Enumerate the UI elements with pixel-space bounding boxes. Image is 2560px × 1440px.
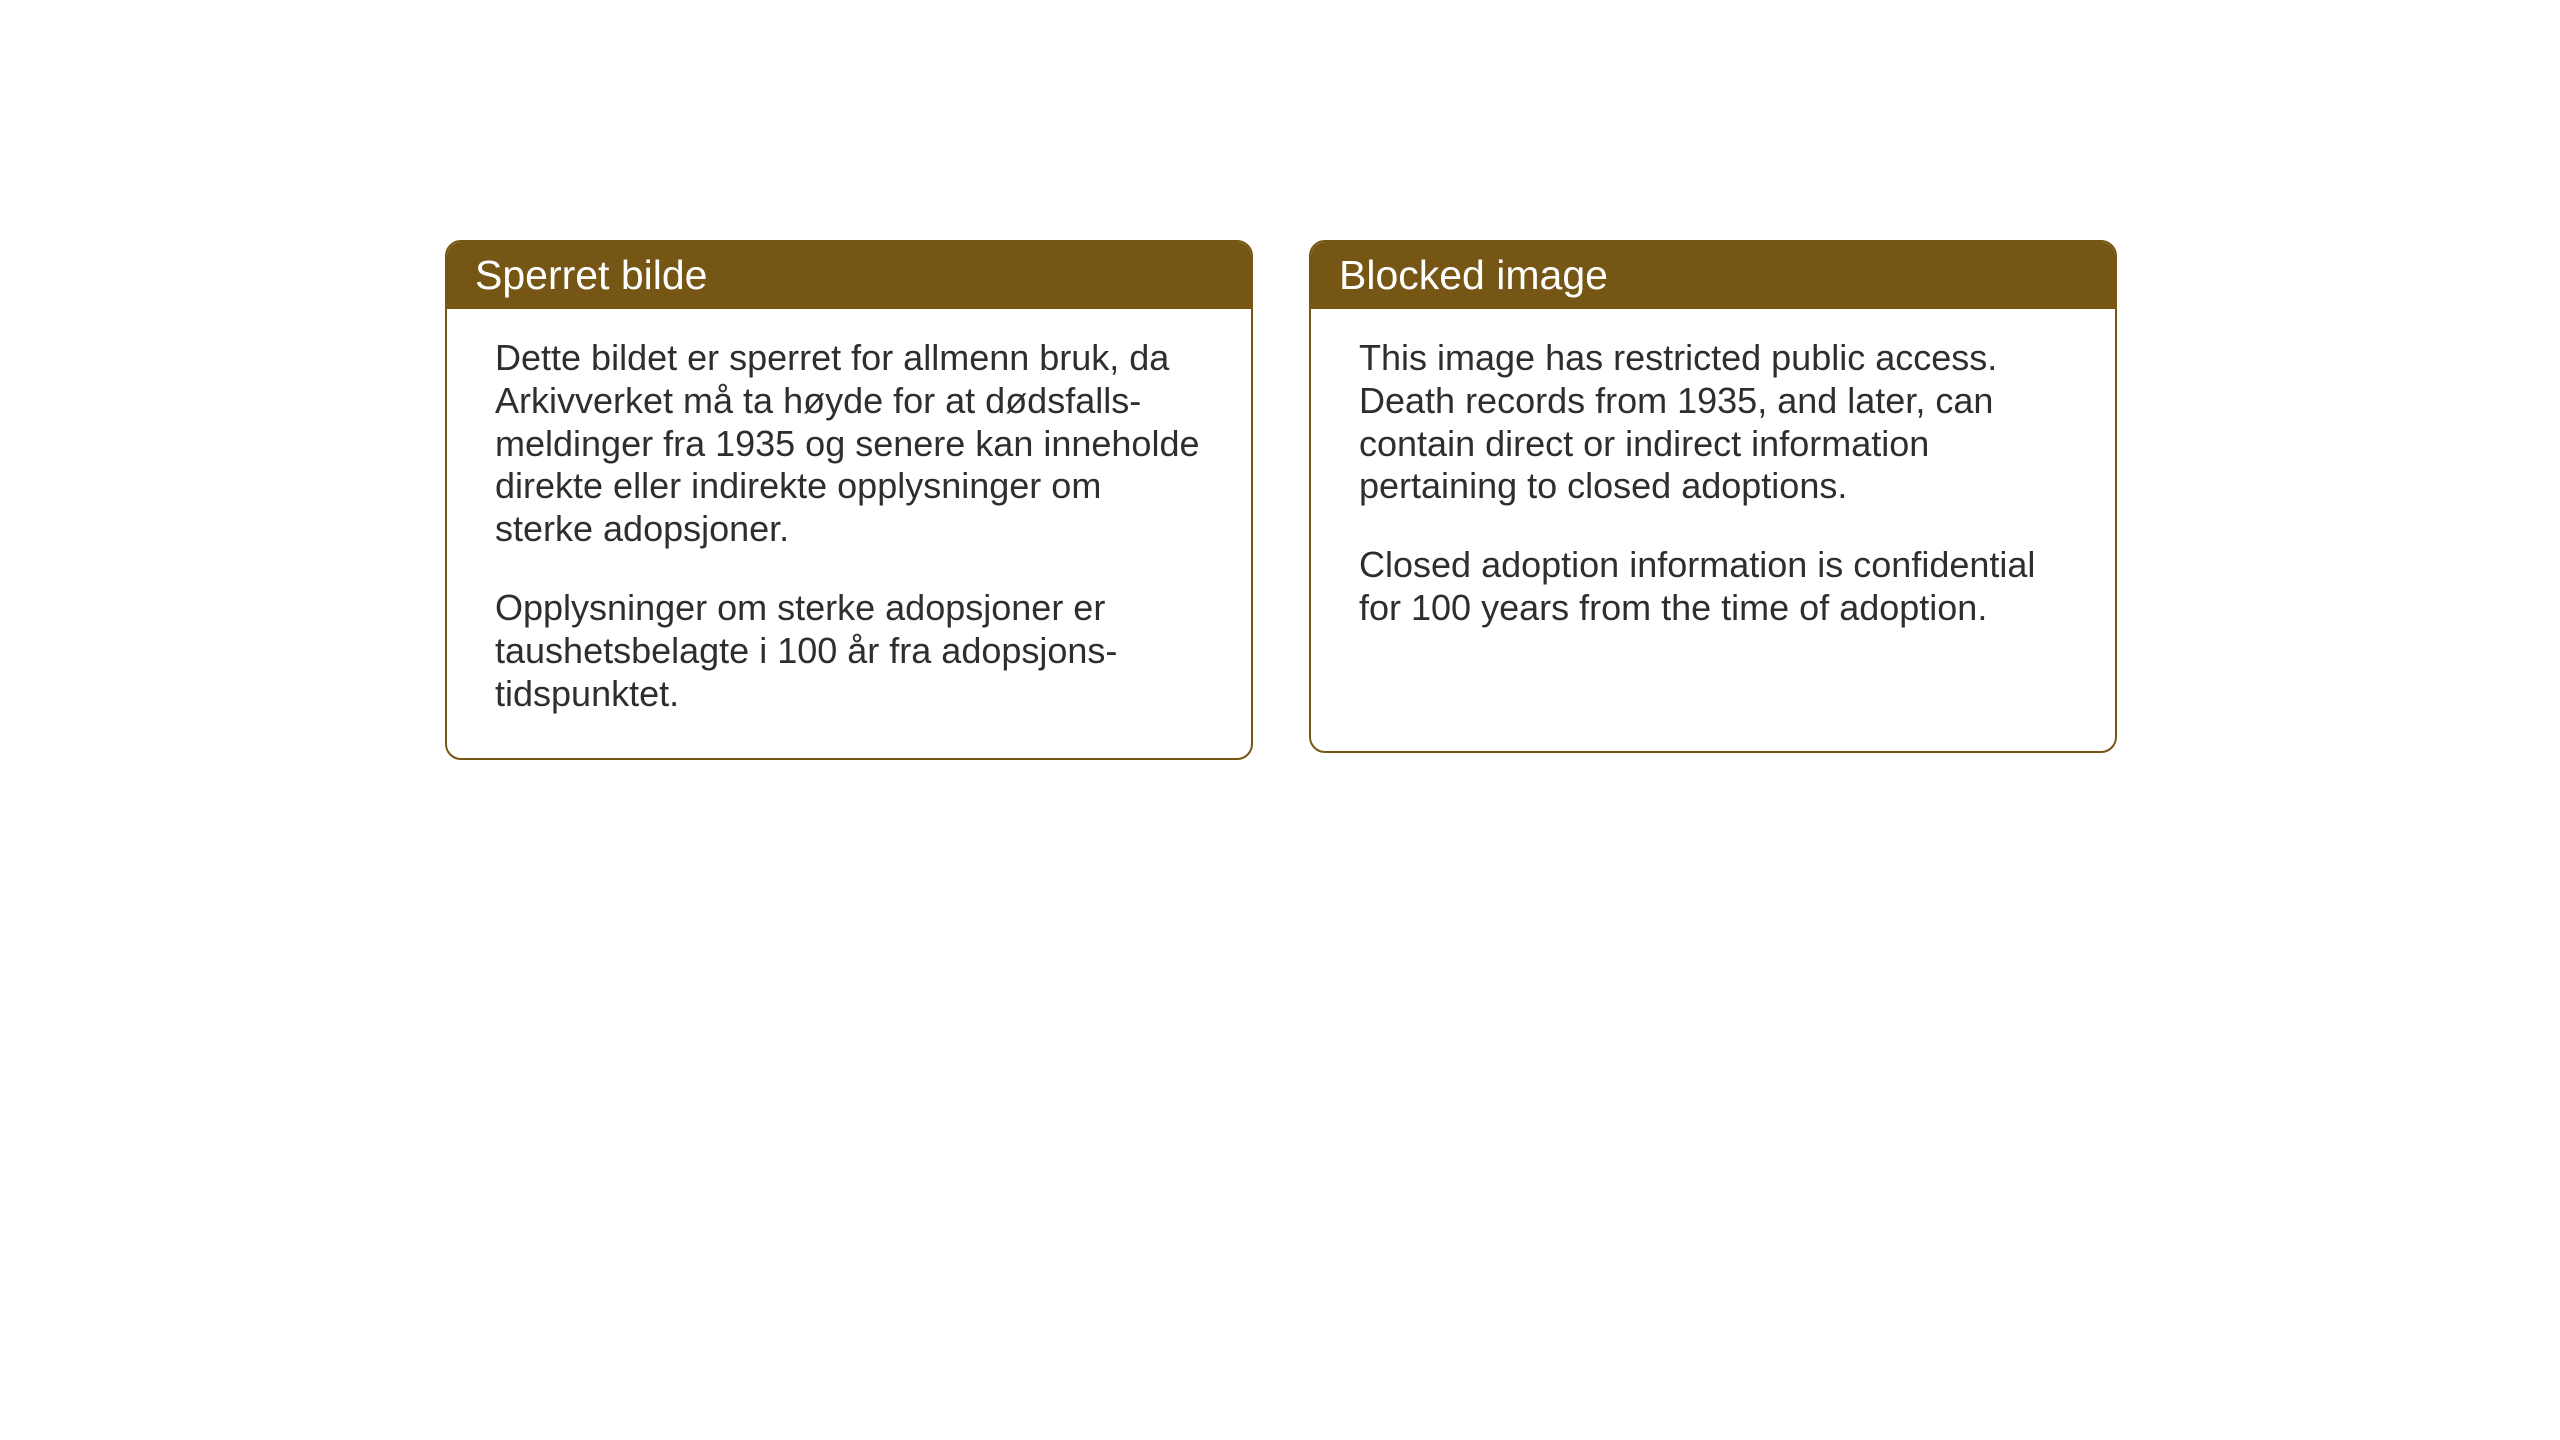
card-container: Sperret bilde Dette bildet er sperret fo… xyxy=(445,240,2117,760)
card-body-english: This image has restricted public access.… xyxy=(1311,309,2115,672)
card-norwegian: Sperret bilde Dette bildet er sperret fo… xyxy=(445,240,1253,760)
paragraph-1-no: Dette bildet er sperret for allmenn bruk… xyxy=(495,337,1203,551)
paragraph-2-en: Closed adoption information is confident… xyxy=(1359,544,2067,630)
card-english: Blocked image This image has restricted … xyxy=(1309,240,2117,753)
card-header-norwegian: Sperret bilde xyxy=(447,242,1251,309)
card-body-norwegian: Dette bildet er sperret for allmenn bruk… xyxy=(447,309,1251,758)
paragraph-1-en: This image has restricted public access.… xyxy=(1359,337,2067,508)
paragraph-2-no: Opplysninger om sterke adopsjoner er tau… xyxy=(495,587,1203,715)
card-header-english: Blocked image xyxy=(1311,242,2115,309)
